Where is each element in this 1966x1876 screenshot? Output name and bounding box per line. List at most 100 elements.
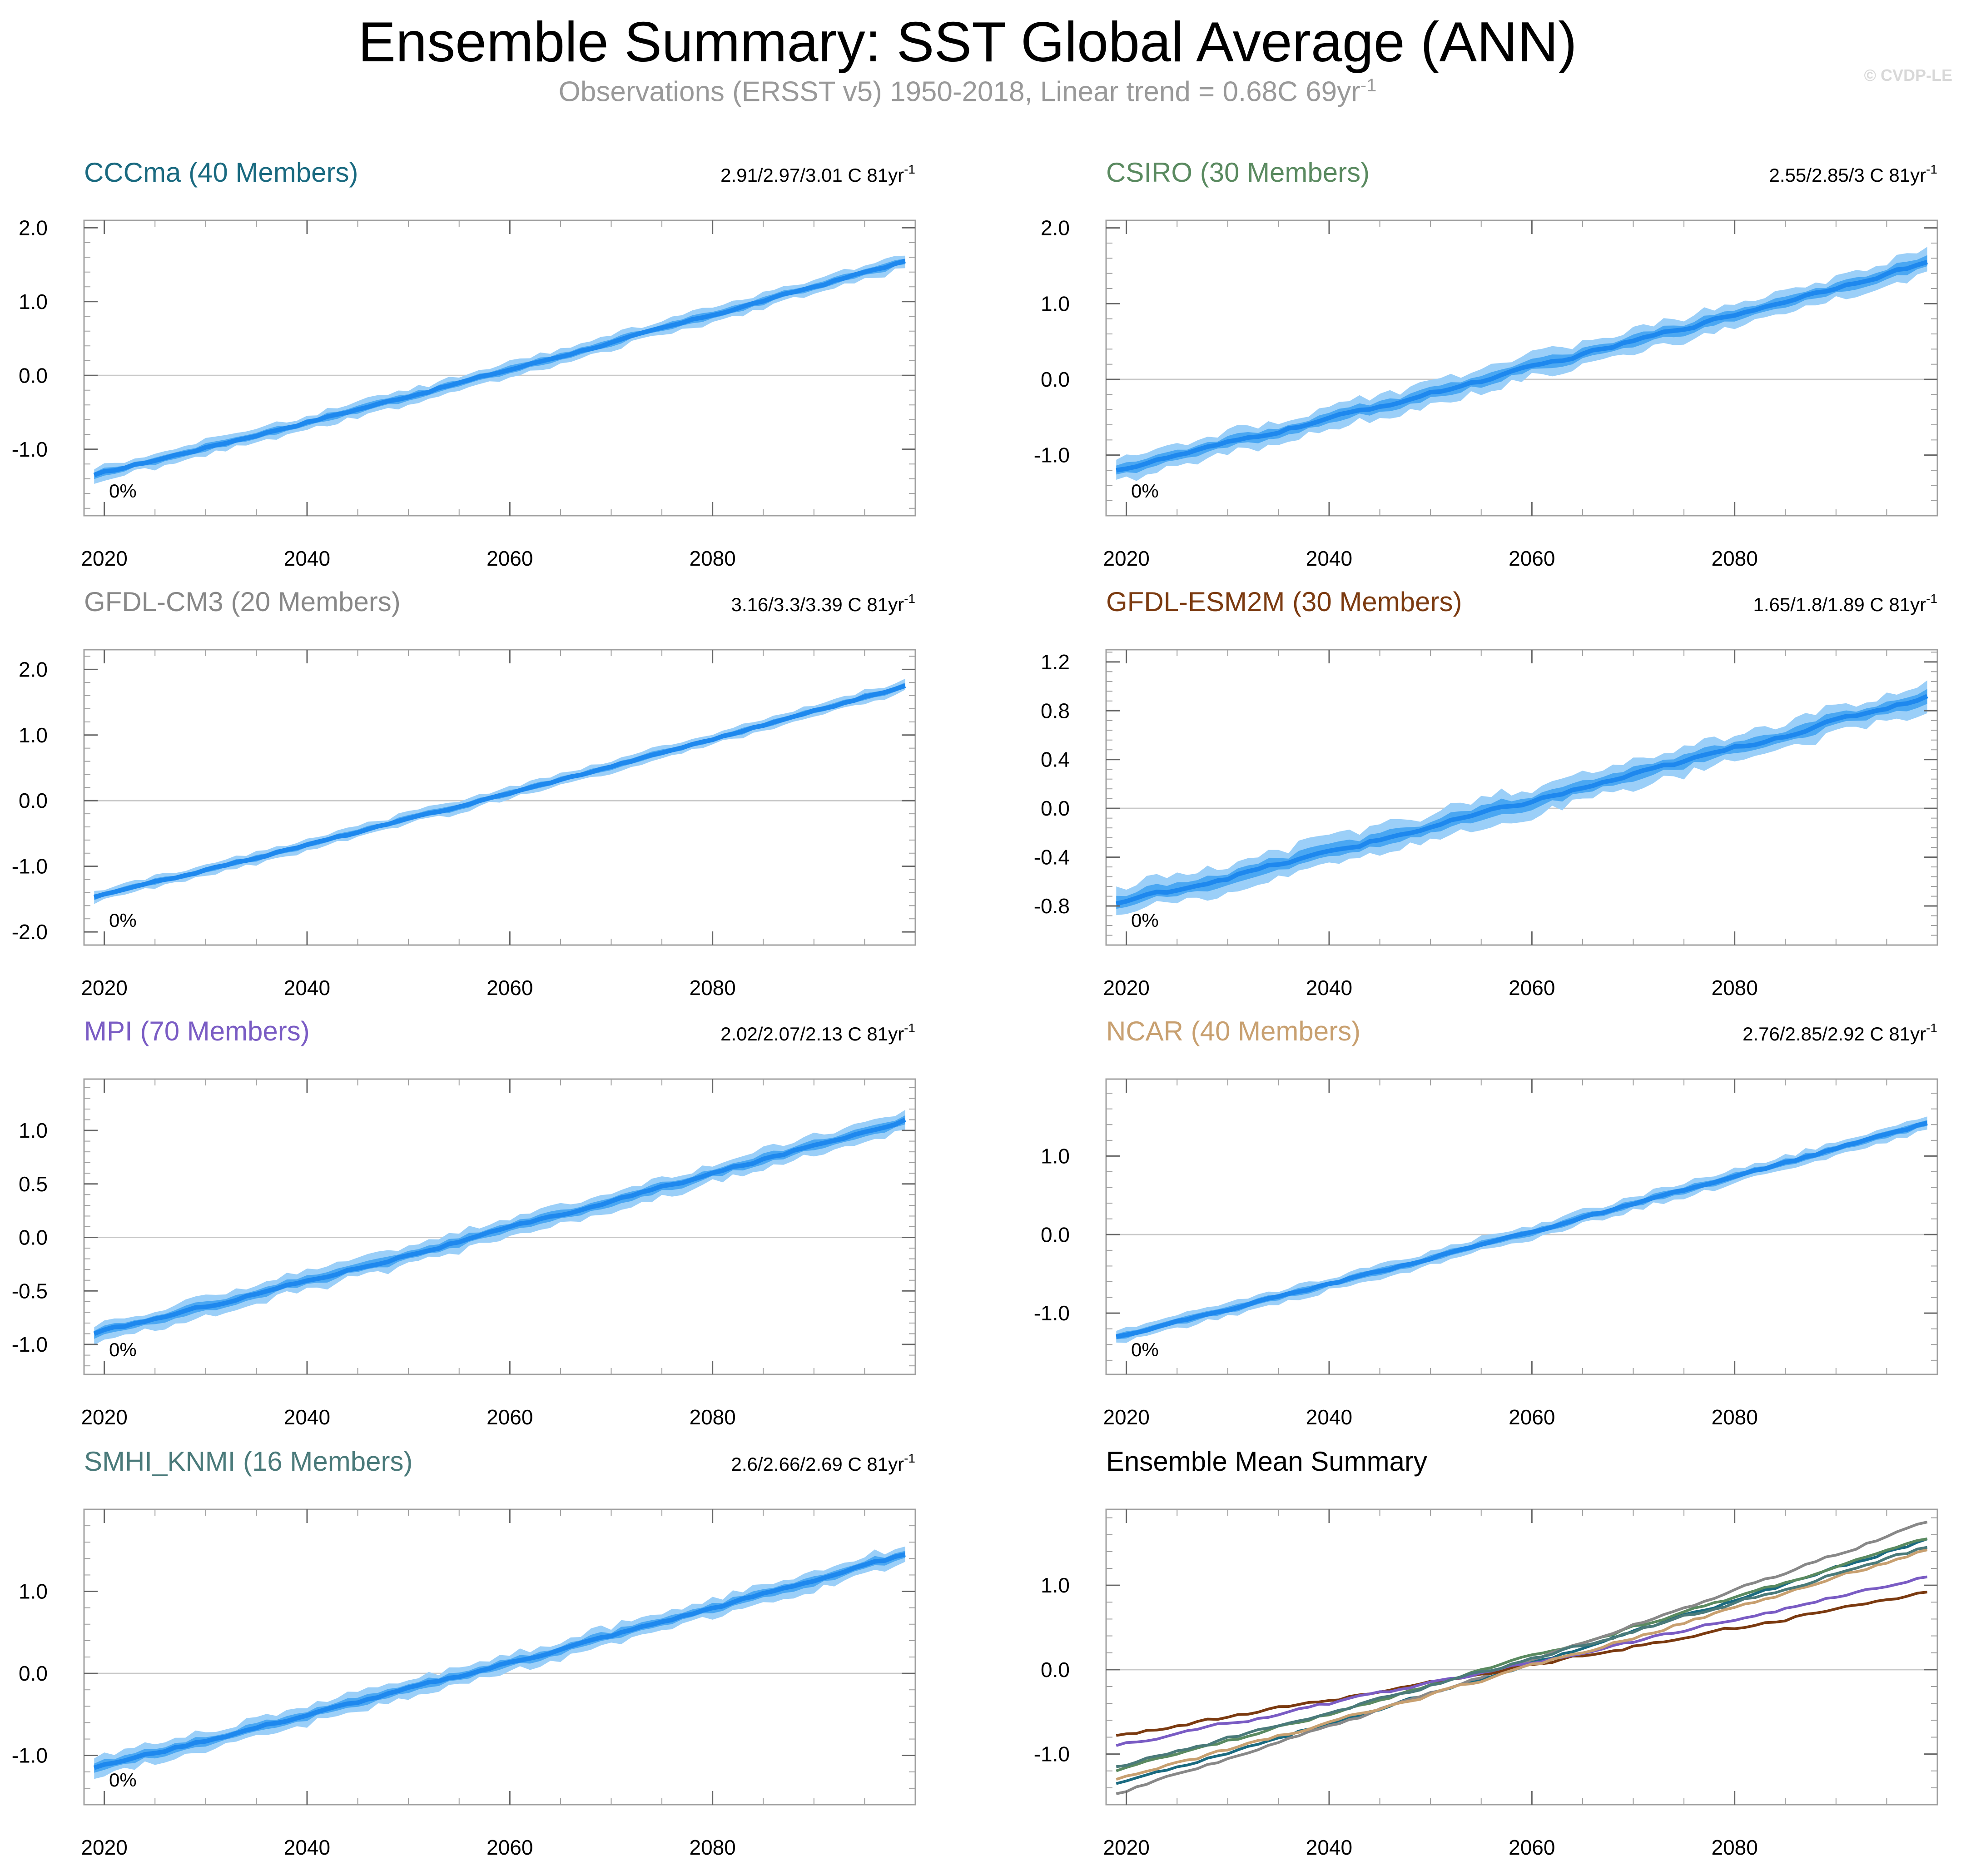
y-tick-label: 0.0	[19, 363, 48, 387]
x-tick-label: 2080	[689, 1405, 735, 1429]
percent-label: 0%	[109, 910, 137, 931]
y-tick-label: -1.0	[12, 1333, 48, 1356]
trend-text: 2.6/2.66/2.69 C 81yr	[731, 1453, 904, 1475]
x-tick-label: 2060	[1509, 1405, 1555, 1429]
x-tick-label: 2040	[1306, 1836, 1352, 1859]
y-tick-label: 0.0	[1041, 796, 1070, 820]
y-tick-label: 0.0	[19, 1662, 48, 1685]
y-tick-label: -0.8	[1034, 894, 1070, 918]
chart-panel-3: GFDL-ESM2M (30 Members) 1.65/1.8/1.89 C 8…	[1034, 587, 1938, 1000]
x-tick-label: 2020	[1103, 1836, 1149, 1859]
y-tick-label: 1.0	[1041, 292, 1070, 315]
x-tick-label: 2080	[1711, 1836, 1757, 1859]
ensemble-mean-line	[93, 259, 906, 478]
x-tick-label: 2060	[487, 976, 533, 1000]
chart-panel-0: CCCma (40 Members) 2.91/2.97/3.01 C 81yr-…	[12, 157, 916, 570]
panel-trend-label: 2.91/2.97/3.01 C 81yr-1	[720, 162, 915, 186]
trend-text: 2.55/2.85/3 C 81yr	[1769, 164, 1926, 186]
percent-label: 0%	[1131, 910, 1159, 931]
y-tick-label: 2.0	[19, 657, 48, 681]
trend-superscript: -1	[904, 1021, 915, 1035]
x-tick-label: 2040	[284, 1405, 330, 1429]
chart-panel-1: CSIRO (30 Members) 2.55/2.85/3 C 81yr-1 0%…	[1034, 157, 1938, 570]
x-tick-label: 2060	[1509, 547, 1555, 570]
x-tick-label: 2080	[689, 1836, 735, 1859]
chart-panel-5: NCAR (40 Members) 2.76/2.85/2.92 C 81yr-1…	[1034, 1016, 1938, 1429]
y-tick-label: 0.0	[19, 1226, 48, 1249]
x-tick-label: 2080	[689, 976, 735, 1000]
y-tick-label: 1.0	[19, 723, 48, 747]
x-tick-label: 2080	[689, 547, 735, 570]
trend-superscript: -1	[1926, 162, 1937, 176]
page-subtitle: Observations (ERSST v5) 1950-2018, Linea…	[0, 75, 1935, 108]
y-tick-label: 1.0	[19, 1580, 48, 1603]
x-tick-label: 2080	[1711, 547, 1757, 570]
y-tick-label: 1.0	[19, 290, 48, 313]
y-tick-label: -0.5	[12, 1279, 48, 1303]
ensemble-mean-line	[93, 683, 906, 900]
y-tick-label: 0.0	[19, 789, 48, 812]
panel-trend-label: 2.55/2.85/3 C 81yr-1	[1769, 162, 1937, 186]
x-tick-label: 2040	[1306, 547, 1352, 570]
y-tick-label: -1.0	[1034, 1301, 1070, 1325]
y-tick-label: 1.0	[19, 1119, 48, 1142]
x-tick-label: 2080	[1711, 976, 1757, 1000]
trend-superscript: -1	[1926, 592, 1937, 606]
series-line-ncar	[1116, 1548, 1928, 1781]
x-tick-label: 2020	[1103, 976, 1149, 1000]
y-tick-label: -0.4	[1034, 846, 1070, 869]
subtitle-superscript: -1	[1360, 75, 1377, 95]
panel-trend-label: 3.16/3.3/3.39 C 81yr-1	[731, 592, 916, 615]
plot-frame	[1105, 219, 1938, 517]
plot-frame	[1105, 1508, 1938, 1806]
percent-label: 0%	[109, 1769, 137, 1791]
chart-panel-6: SMHI_KNMI (16 Members) 2.6/2.66/2.69 C 81…	[12, 1446, 916, 1859]
x-tick-label: 2020	[1103, 1405, 1149, 1429]
trend-superscript: -1	[904, 592, 915, 606]
x-tick-label: 2060	[487, 547, 533, 570]
plot-frame	[1105, 649, 1938, 946]
y-tick-label: 0.4	[1041, 748, 1070, 771]
x-tick-label: 2020	[81, 1405, 127, 1429]
panel-trend-label: 2.6/2.66/2.69 C 81yr-1	[731, 1451, 916, 1475]
x-tick-label: 2040	[1306, 976, 1352, 1000]
x-tick-label: 2040	[284, 1836, 330, 1859]
ensemble-mean-line	[1116, 259, 1928, 473]
x-tick-label: 2040	[284, 547, 330, 570]
panel-title: GFDL-ESM2M (30 Members)	[1106, 587, 1462, 617]
plot-frame	[1105, 1078, 1938, 1375]
y-tick-label: 1.2	[1041, 650, 1070, 674]
x-tick-label: 2060	[1509, 1836, 1555, 1859]
trend-text: 2.02/2.07/2.13 C 81yr	[720, 1023, 904, 1045]
x-tick-label: 2040	[1306, 1405, 1352, 1429]
y-tick-label: 1.0	[1041, 1144, 1070, 1168]
trend-text: 3.16/3.3/3.39 C 81yr	[731, 594, 904, 615]
series-line-csiro	[1116, 1538, 1928, 1772]
ensemble-mean-line	[93, 1552, 906, 1770]
y-tick-label: 1.0	[1041, 1573, 1070, 1597]
percent-label: 0%	[1131, 480, 1159, 502]
y-tick-label: 2.0	[19, 216, 48, 239]
trend-text: 1.65/1.8/1.89 C 81yr	[1753, 594, 1926, 615]
subtitle-text: Observations (ERSST v5) 1950-2018, Linea…	[558, 76, 1360, 108]
y-tick-label: 0.0	[1041, 1658, 1070, 1682]
y-tick-label: 0.0	[1041, 1223, 1070, 1246]
ensemble-mean-line	[1116, 694, 1928, 906]
ensemble-mean-line	[1116, 1120, 1928, 1339]
x-tick-label: 2020	[1103, 547, 1149, 570]
percent-label: 0%	[1131, 1339, 1159, 1360]
panel-title: MPI (70 Members)	[84, 1016, 310, 1046]
y-tick-label: -1.0	[12, 1744, 48, 1767]
y-tick-label: -1.0	[12, 438, 48, 461]
x-tick-label: 2040	[284, 976, 330, 1000]
panel-title: SMHI_KNMI (16 Members)	[84, 1446, 412, 1477]
chart-panel-2: GFDL-CM3 (20 Members) 3.16/3.3/3.39 C 81y…	[12, 587, 916, 1000]
x-tick-label: 2020	[81, 976, 127, 1000]
trend-text: 2.91/2.97/3.01 C 81yr	[720, 164, 904, 186]
panel-title: Ensemble Mean Summary	[1106, 1446, 1427, 1477]
y-tick-label: 2.0	[1041, 216, 1070, 240]
panel-title: NCAR (40 Members)	[1106, 1016, 1360, 1046]
y-tick-label: -1.0	[12, 855, 48, 878]
y-tick-label: 0.0	[1041, 368, 1070, 391]
